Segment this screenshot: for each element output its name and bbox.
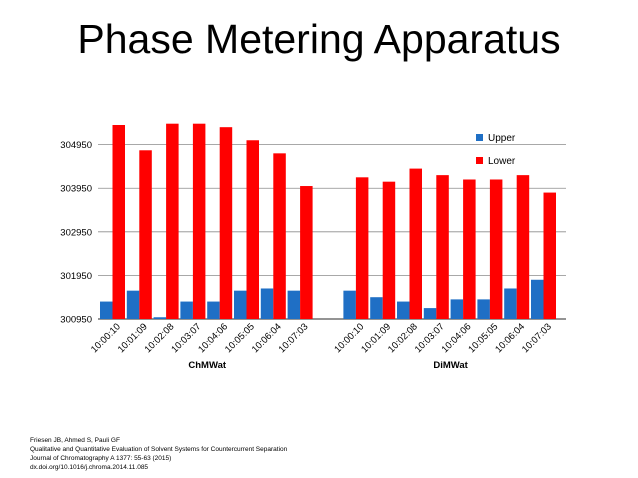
bar-upper: [343, 290, 356, 319]
legend-swatch-upper: [476, 134, 483, 141]
bar-lower: [273, 153, 286, 319]
y-tick-label: 301950: [60, 271, 92, 282]
bar-lower: [436, 175, 449, 319]
y-tick-label: 302950: [60, 227, 92, 238]
legend-label-upper: Upper: [488, 133, 516, 144]
bar-lower: [489, 179, 503, 319]
x-tick-label: 10:07:03: [277, 321, 311, 355]
bar-lower: [409, 168, 422, 319]
bar-upper: [477, 299, 490, 319]
group-label: ChMWat: [188, 360, 226, 371]
bar-lower: [166, 123, 179, 319]
y-tick-label: 300950: [60, 315, 92, 326]
bar-lower: [355, 177, 369, 319]
bar-lower: [516, 175, 530, 319]
citation-title: Qualitative and Quantitative Evaluation …: [30, 446, 288, 453]
bar-lower: [382, 181, 396, 319]
bar-upper: [397, 301, 410, 319]
citation-authors: Friesen JB, Ahmed S, Pauli GF: [30, 437, 120, 444]
bar-upper: [423, 308, 437, 319]
bar-upper: [450, 299, 464, 319]
y-tick-label: 303950: [60, 184, 92, 195]
bar-lower: [300, 186, 313, 319]
bar-upper: [504, 288, 517, 319]
bar-lower: [192, 123, 206, 319]
citation-doi: dx.doi.org/10.1016/j.chroma.2014.11.085: [30, 464, 149, 471]
legend-swatch-lower: [476, 157, 483, 164]
citation-journal: Journal of Chromatography A 1377: 55-63 …: [30, 455, 172, 462]
x-tick-label: 10:07:03: [520, 321, 554, 355]
bar-lower: [543, 192, 556, 319]
bar-upper: [234, 290, 247, 319]
bar-upper: [126, 290, 140, 319]
bar-lower: [246, 140, 259, 319]
bar-lower: [139, 150, 152, 319]
legend-label-lower: Lower: [488, 156, 516, 167]
bar-upper: [153, 317, 167, 319]
bar-upper: [180, 301, 193, 319]
bar-lower: [463, 179, 476, 319]
bar-upper: [100, 301, 113, 319]
group-label: DiMWat: [433, 360, 468, 371]
bar-upper: [287, 290, 301, 319]
bar-upper: [260, 288, 274, 319]
citation: Friesen JB, Ahmed S, Pauli GF Qualitativ…: [30, 436, 287, 472]
bar-lower: [112, 125, 125, 319]
bar-upper: [531, 279, 544, 319]
y-tick-label: 304950: [60, 140, 92, 151]
bar-lower: [219, 127, 233, 319]
bar-upper: [370, 297, 383, 319]
bar-upper: [207, 301, 220, 319]
slide-title: Phase Metering Apparatus: [77, 16, 561, 62]
